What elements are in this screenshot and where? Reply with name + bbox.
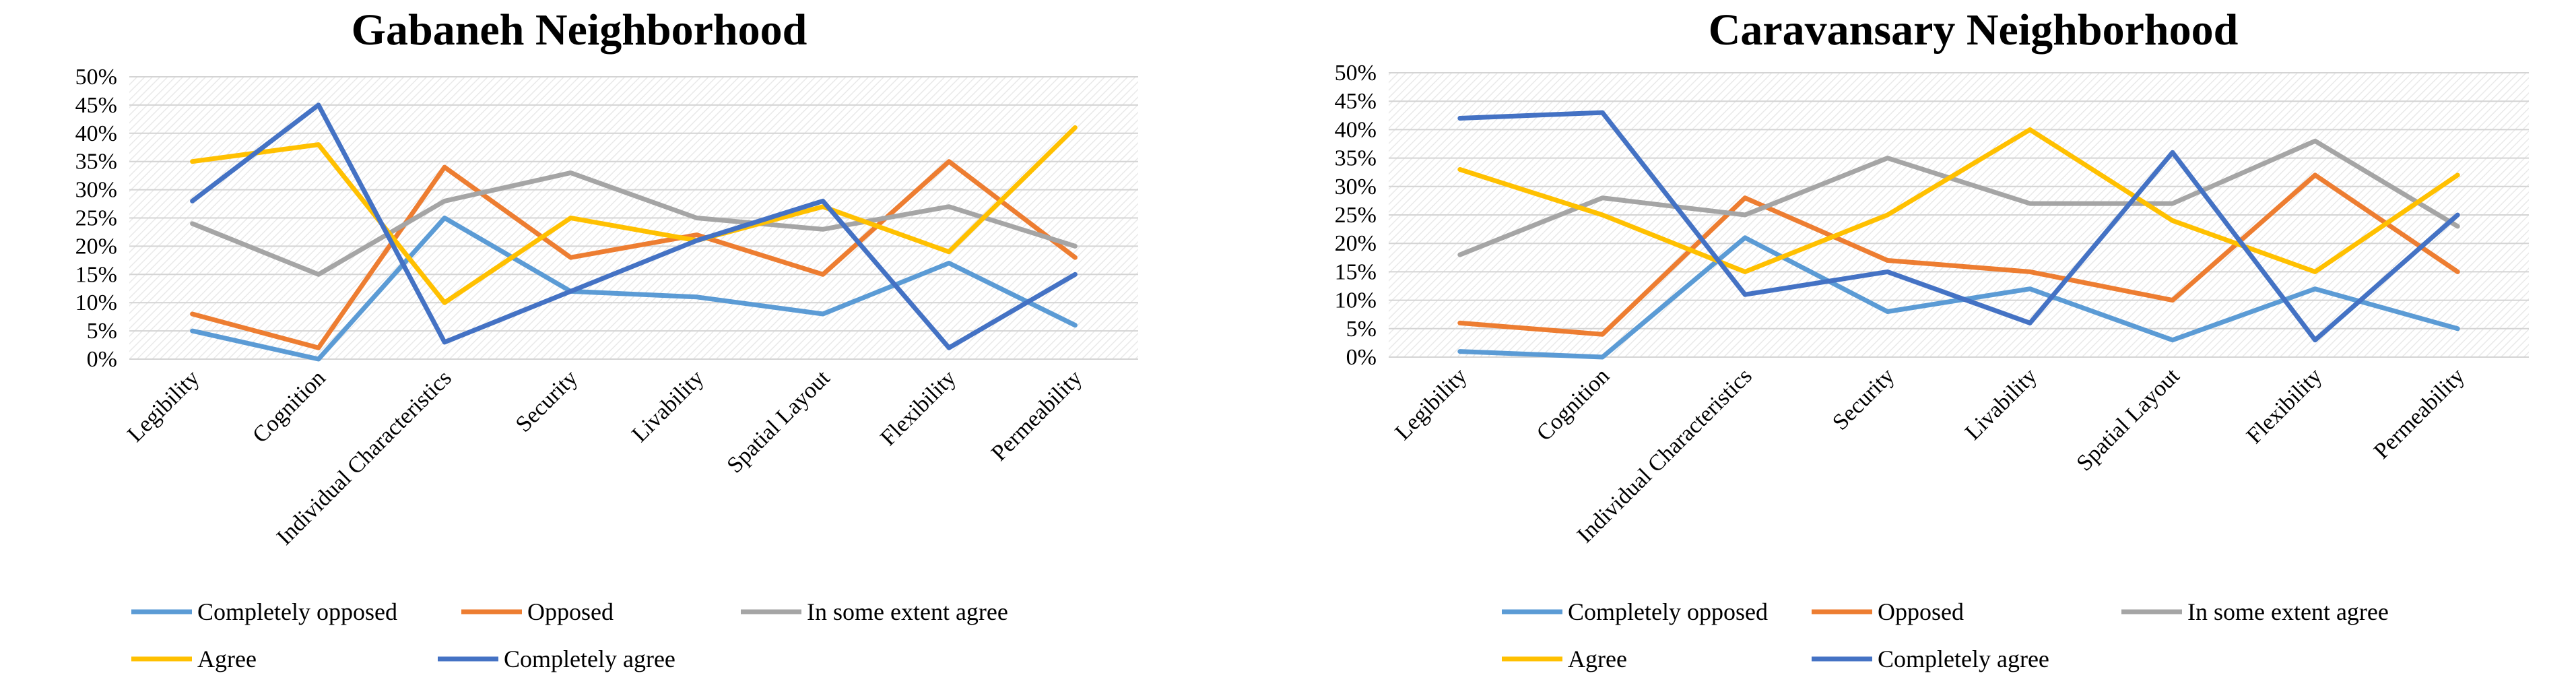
y-tick-label: 35% [75,150,117,175]
legend-label: Completely opposed [197,598,397,625]
x-tick-label: Flexibility [2242,363,2327,448]
legend-label: Opposed [1878,598,1964,625]
y-tick-label: 50% [75,65,117,90]
y-tick-label: 25% [1335,203,1377,228]
x-tick-label: Legibility [1390,363,1472,445]
y-tick-label: 50% [1335,61,1377,86]
series-line [190,159,1078,350]
legend-label: Completely agree [1878,645,2049,672]
y-tick-label: 45% [75,93,117,118]
legend-label: In some extent agree [2187,598,2389,625]
series-line [1457,110,2460,343]
chart-2: Caravansary Neighborhood 0% 5% 10% 15% 20% 25%… [1335,5,2529,672]
y-tick-label: 0% [87,347,117,372]
y-tick-label: 5% [1346,317,1377,342]
x-tick-label: Security [1828,363,1899,435]
legend-label: Agree [197,645,257,672]
y-tick-label: 40% [75,121,117,146]
x-tick-label: Legibility [123,365,204,447]
y-tick-label: 20% [75,234,117,259]
y-tick-label: 15% [75,262,117,287]
legend-label: In some extent agree [807,598,1008,625]
x-tick-label: Cognition [1532,363,1614,445]
y-tick-label: 10% [75,290,117,315]
x-tick-label: Flexibility [876,365,960,450]
y-tick-label: 5% [87,319,117,344]
y-tick-label: 35% [1335,146,1377,171]
chart-title: Gabaneh Neighborhood [352,5,807,55]
chart-title: Caravansary Neighborhood [1709,5,2239,55]
legend-label: Completely agree [504,645,675,672]
x-tick-label: Spatial Layout [722,365,834,478]
x-tick-label: Security [511,365,583,437]
y-tick-label: 25% [75,206,117,231]
series-line [190,170,1078,277]
x-tick-label: Permeability [2369,363,2470,464]
y-tick-label: 30% [75,178,117,203]
y-tick-label: 10% [1335,288,1377,313]
x-tick-label: Permeability [987,365,1087,466]
x-tick-label: Livability [627,365,708,447]
legend-label: Agree [1568,645,1627,672]
legend-label: Opposed [527,598,614,625]
y-tick-label: 15% [1335,259,1377,284]
chart-1: Gabaneh Neighborhood 0% 5% 10% 15% 20% 25% 30% 3… [75,5,1138,672]
y-tick-label: 30% [1335,175,1377,199]
series-line [1457,138,2460,257]
series-line [190,216,1078,362]
series-line [190,102,1078,350]
x-tick-label: Cognition [248,365,330,447]
y-tick-label: 0% [1346,345,1377,370]
y-tick-label: 45% [1335,89,1377,114]
y-tick-label: 20% [1335,231,1377,256]
series-line [1457,235,2460,360]
x-tick-label: Spatial Layout [2072,363,2185,476]
legend-label: Completely opposed [1568,598,1768,625]
series-line [190,125,1078,305]
x-tick-label: Livability [1960,363,2042,445]
series-line [1457,172,2460,337]
series-line [1457,127,2460,274]
y-tick-label: 40% [1335,117,1377,142]
